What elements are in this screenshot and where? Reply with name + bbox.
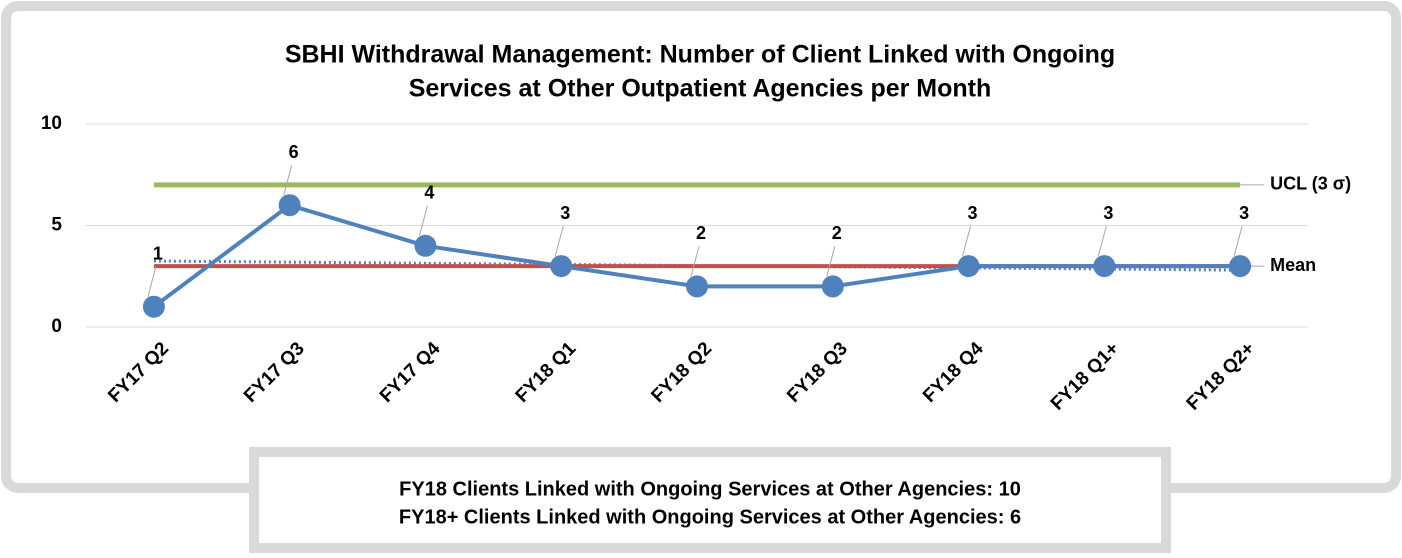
label-leader — [962, 225, 972, 257]
summary-box — [249, 447, 1171, 553]
y-tick-label: 0 — [51, 316, 62, 337]
mean-label: Mean — [1270, 255, 1316, 275]
data-label: 2 — [696, 223, 706, 243]
y-tick-label: 5 — [51, 215, 62, 236]
data-label: 4 — [424, 183, 434, 203]
data-label: 3 — [1239, 203, 1249, 223]
summary-text: FY18 Clients Linked with Ongoing Service… — [399, 478, 1021, 500]
data-point — [1229, 255, 1252, 278]
label-leader — [554, 225, 564, 257]
label-leader — [1097, 225, 1107, 257]
trend-line — [153, 259, 1241, 272]
data-point — [550, 255, 573, 278]
label-leader — [1233, 225, 1243, 257]
data-point — [1093, 255, 1116, 278]
data-point — [957, 255, 980, 278]
data-label: 3 — [1103, 203, 1113, 223]
label-leader — [147, 266, 157, 297]
data-label: 2 — [832, 223, 842, 243]
label-leader — [283, 165, 293, 196]
data-label: 3 — [968, 203, 978, 223]
data-point — [414, 234, 437, 257]
summary-text: FY18+ Clients Linked with Ongoing Servic… — [399, 506, 1021, 528]
ucl-label: UCL (3 σ) — [1270, 174, 1351, 194]
data-label: 6 — [289, 142, 299, 162]
chart-title: SBHI Withdrawal Management: Number of Cl… — [285, 41, 1115, 69]
label-leader — [690, 246, 700, 277]
data-point — [142, 295, 165, 318]
data-point — [821, 275, 844, 298]
data-label: 3 — [560, 203, 570, 223]
data-point — [686, 275, 708, 298]
y-tick-label: 10 — [41, 113, 62, 134]
chart-title: Services at Other Outpatient Agencies pe… — [409, 75, 992, 103]
label-leader — [826, 246, 836, 277]
label-leader — [418, 205, 428, 236]
data-point — [278, 194, 301, 217]
data-label: 1 — [153, 243, 163, 263]
